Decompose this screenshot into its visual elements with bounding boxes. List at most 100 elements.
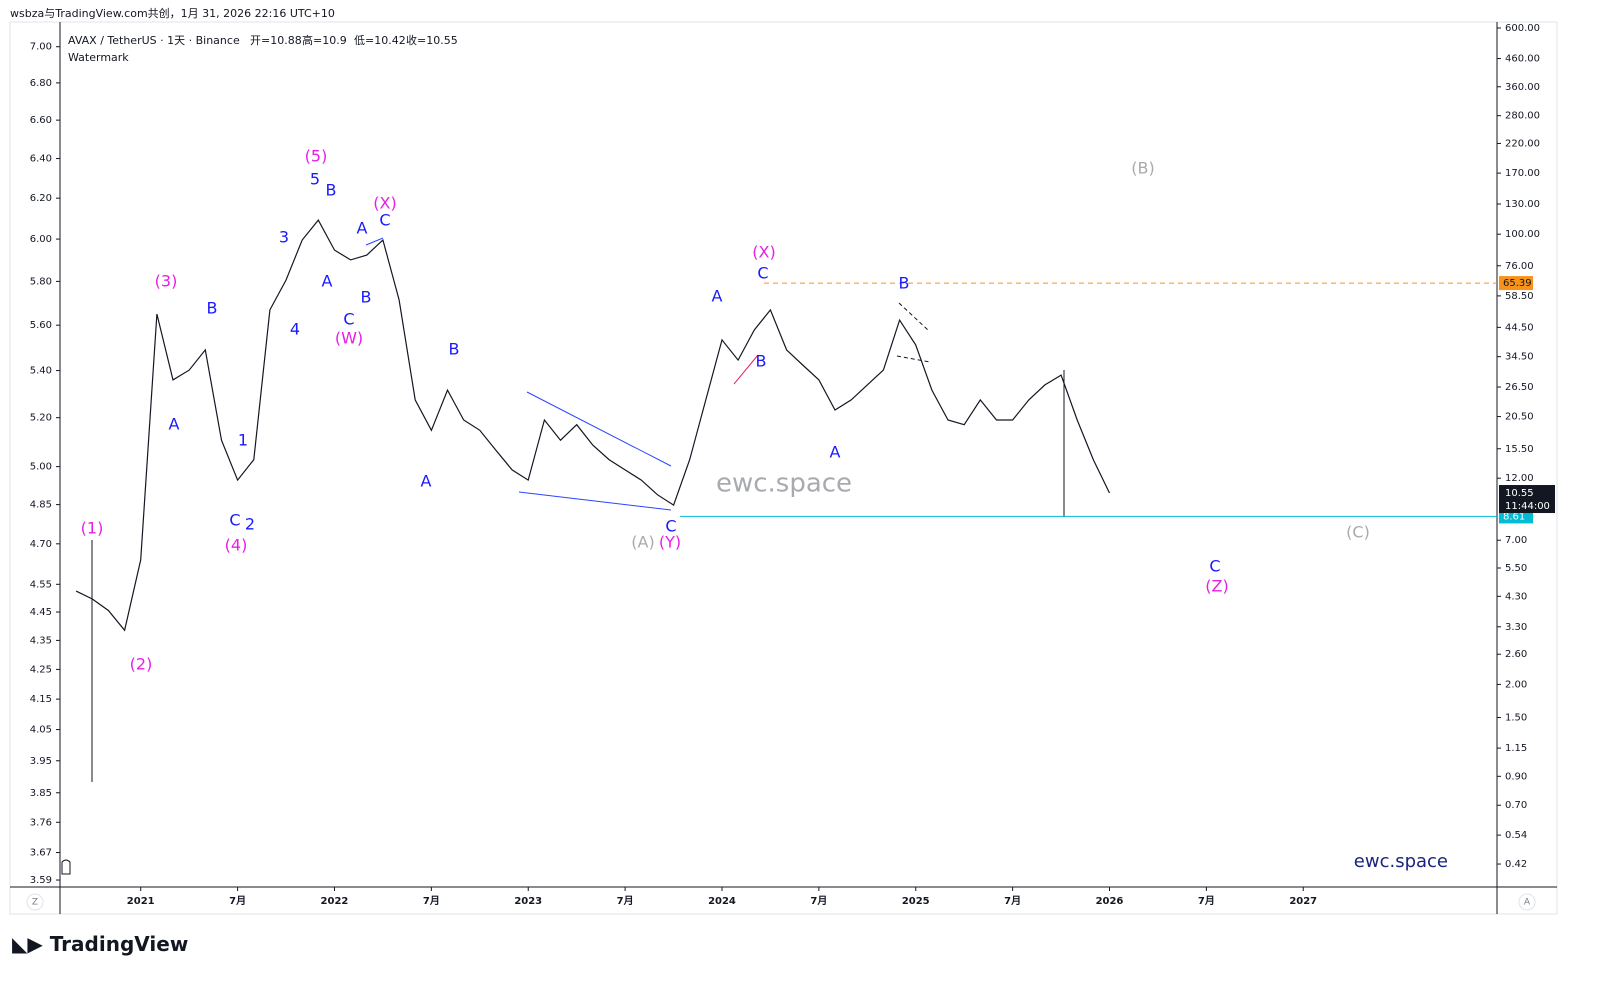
y2-tick-label: 7.00 [30, 42, 52, 53]
x-tick-label: 2027 [1289, 896, 1317, 907]
axis-button[interactable] [26, 893, 44, 911]
wave-label: 5 [310, 170, 320, 189]
price-label: 65.39 [1503, 278, 1532, 289]
y2-tick-label: 5.60 [30, 320, 52, 331]
axis-button-label: A [1524, 898, 1531, 908]
axis-button[interactable] [1518, 893, 1536, 911]
wave-label: A [169, 415, 180, 434]
y-tick-label: 3.30 [1505, 622, 1527, 633]
ohlc-field: 收=10.55 [406, 33, 458, 47]
ohlc-value: 10.42 [374, 34, 406, 47]
y-tick-label: 0.54 [1505, 830, 1527, 841]
last-price: 10.55 [1505, 488, 1534, 499]
wave-label: (1) [81, 519, 104, 538]
wave-label: A [830, 443, 841, 462]
x-tick-label: 2025 [902, 896, 930, 907]
wave-label: B [207, 299, 218, 318]
price-label: 8.61 [1503, 511, 1525, 522]
ohlc-value: 10.55 [426, 34, 458, 47]
ohlc-label: 低= [354, 34, 374, 47]
y2-tick-label: 4.05 [30, 725, 52, 736]
y-tick-label: 280.00 [1505, 111, 1540, 122]
y-tick-label: 12.00 [1505, 473, 1534, 484]
trend-line [896, 355, 931, 363]
price-label-box [1499, 276, 1533, 291]
ohlc-label: 高= [302, 33, 322, 47]
y-tick-label: 26.50 [1505, 382, 1534, 393]
ohlc-value: 10.88 [270, 34, 302, 47]
wave-label: (Z) [1205, 577, 1228, 596]
y-tick-label: 360.00 [1505, 82, 1540, 93]
wave-label: (X) [373, 194, 396, 213]
y-tick-label: 34.50 [1505, 352, 1534, 363]
frame [9, 21, 1558, 915]
wave-label: C [757, 264, 768, 283]
y2-tick-label: 4.70 [30, 539, 52, 550]
wave-label: B [756, 352, 767, 371]
y-tick-label: 20.50 [1505, 412, 1534, 423]
ohlc-field: 低=10.42 [354, 34, 406, 47]
wave-label: 4 [290, 320, 300, 339]
y-tick-label: 2.60 [1505, 649, 1527, 660]
axis-button-label: Z [32, 898, 38, 908]
wave-label: C [229, 511, 240, 530]
y2-tick-label: 4.55 [30, 579, 52, 590]
y-tick-label: 1.15 [1505, 743, 1527, 754]
trend-line [526, 391, 672, 467]
chart-subtitle: Watermark [68, 51, 129, 64]
header: wsbza与TradingView.com共创，1月 31, 2026 22:1… [10, 7, 335, 20]
wave-label: (2) [130, 655, 153, 674]
ohlc-legend: 开=10.88 高=10.9 低=10.42 收=10.55 [250, 33, 458, 47]
x-tick-label: 7月 [423, 895, 440, 907]
y-tick-label: 5.50 [1505, 563, 1527, 574]
x-tick-label: 2026 [1096, 896, 1124, 907]
y2-tick-label: 4.15 [30, 694, 52, 705]
countdown: 11:44:00 [1505, 501, 1550, 512]
y-tick-label: 130.00 [1505, 199, 1540, 210]
wave-label: (5) [305, 147, 328, 166]
wave-label: (A) [631, 533, 654, 552]
y-tick-label: 0.90 [1505, 771, 1527, 782]
wave-label: 1 [238, 431, 248, 450]
y2-tick-label: 4.35 [30, 635, 52, 646]
y-tick-label: 220.00 [1505, 138, 1540, 149]
wave-label: B [361, 288, 372, 307]
wave-label: (4) [225, 536, 248, 555]
x-tick-label: 7月 [1198, 895, 1215, 907]
cursor-icon [61, 859, 71, 875]
ohlc-field: 开=10.88 [250, 34, 302, 47]
x-tick-label: 2023 [514, 896, 542, 907]
x-tick-label: 2024 [708, 896, 736, 907]
y2-tick-label: 6.80 [30, 78, 52, 89]
x-tick-label: 7月 [810, 895, 827, 907]
wave-label: (Y) [659, 533, 681, 552]
brand-text: TradingView [50, 932, 189, 956]
wave-label: (X) [752, 243, 775, 262]
ohlc-label: 收= [406, 33, 426, 47]
x-tick-label: 7月 [617, 895, 634, 907]
wave-label: C [379, 211, 390, 230]
wave-label: C [665, 517, 676, 536]
y-tick-label: 7.00 [1505, 535, 1527, 546]
wave-label: B [326, 181, 337, 200]
y-tick-label: 2.00 [1505, 679, 1527, 690]
y-tick-label: 460.00 [1505, 54, 1540, 65]
y2-tick-label: 4.45 [30, 607, 52, 618]
x-tick-label: 2022 [321, 896, 349, 907]
wave-label: A [712, 287, 723, 306]
y-tick-label: 44.50 [1505, 322, 1534, 333]
ohlc-value: 10.9 [322, 34, 347, 47]
wave-label: A [322, 272, 333, 291]
y2-tick-label: 6.00 [30, 234, 52, 245]
y-tick-label: 76.00 [1505, 261, 1534, 272]
y-tick-label: 4.30 [1505, 591, 1527, 602]
y2-tick-label: 3.76 [30, 817, 52, 828]
y-tick-label: 1.50 [1505, 713, 1527, 724]
wave-label: (3) [155, 272, 178, 291]
wave-label: C [343, 310, 354, 329]
y2-tick-label: 6.20 [30, 193, 52, 204]
wave-label: (B) [1131, 159, 1154, 178]
wave-label: 3 [279, 228, 289, 247]
y-tick-label: 15.50 [1505, 444, 1534, 455]
wave-label: (C) [1346, 523, 1370, 542]
